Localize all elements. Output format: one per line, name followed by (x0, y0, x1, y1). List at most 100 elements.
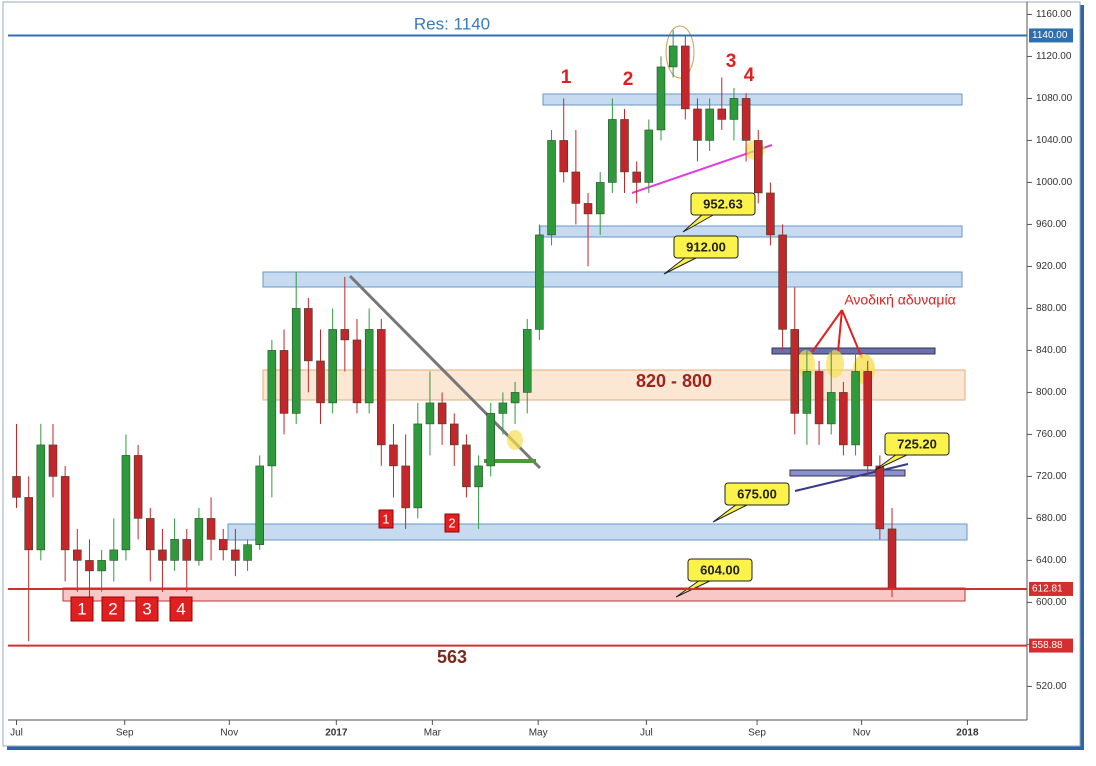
candle-body (474, 465, 483, 488)
annotation-text: 820 - 800 (636, 371, 712, 391)
annotation-text: Ανοδική αδυναμία (844, 292, 955, 308)
candle-body (352, 339, 362, 404)
candle-body (97, 560, 106, 572)
candle-body (741, 98, 751, 141)
candle-body (814, 371, 824, 425)
number-box (378, 509, 394, 529)
candle-body (109, 549, 119, 561)
callout-box (690, 192, 756, 216)
candle-body (121, 455, 131, 551)
y-tick-label: 920.00 (1036, 261, 1067, 272)
candle-body (413, 423, 423, 509)
candle-body (608, 119, 617, 183)
arrow (837, 309, 843, 353)
candle-body (60, 476, 70, 551)
candle-body (158, 549, 167, 561)
number-label: 2 (108, 599, 117, 618)
callout-pointer (712, 503, 750, 523)
candle-body (450, 423, 459, 446)
zone (771, 347, 936, 355)
y-tick-label: 960.00 (1036, 219, 1067, 230)
price-tag-label: 558.88 (1032, 640, 1063, 651)
zone (539, 225, 963, 238)
candle-body (194, 518, 204, 561)
candle-body (729, 98, 739, 120)
candle-body (754, 140, 763, 194)
annotation-text: 1 (561, 67, 572, 88)
candle-body (632, 171, 641, 183)
candle-body (766, 192, 775, 236)
x-tick-label: 2017 (325, 728, 348, 739)
candle-body (364, 329, 374, 404)
candle-body (243, 544, 252, 561)
callout-label: 952.63 (703, 196, 743, 211)
callout-box (724, 482, 790, 506)
candle-body (583, 203, 593, 215)
candle-body (486, 413, 495, 467)
x-tick-label: May (529, 728, 548, 739)
price-tag (1029, 581, 1073, 596)
x-tick-label: Nov (853, 728, 871, 739)
highlight (797, 350, 815, 378)
candle-body (340, 329, 350, 341)
y-tick-label: 680.00 (1036, 513, 1067, 524)
x-tick-label: Sep (116, 728, 134, 739)
candle-body (851, 371, 860, 446)
candle-body (826, 392, 836, 425)
candle-body (316, 360, 325, 404)
candle-body (887, 528, 897, 590)
annotation-text: 2 (623, 69, 634, 90)
zone (542, 93, 963, 106)
y-tick-label: 800.00 (1036, 387, 1067, 398)
x-tick-label: Jul (640, 728, 653, 739)
number-label: 2 (448, 515, 455, 530)
y-tick-label: 1040.00 (1036, 135, 1073, 146)
candle-body (73, 549, 82, 561)
callout-label: 725.20 (897, 436, 937, 451)
zone (789, 469, 906, 477)
y-tick-label: 840.00 (1036, 345, 1067, 356)
y-tick-label: 1160.00 (1036, 9, 1072, 20)
annotation-text: Res: 1140 (414, 14, 490, 33)
callout-label: 675.00 (737, 486, 777, 501)
y-tick-label: 520.00 (1036, 681, 1067, 692)
candle-body (218, 539, 228, 551)
candle-body (510, 392, 520, 404)
candle-body (620, 119, 629, 173)
number-label: 1 (77, 599, 86, 618)
candle-body (377, 329, 386, 446)
candle-body (255, 465, 264, 545)
candle-body (389, 444, 398, 467)
candle-body (498, 402, 508, 414)
number-label: 4 (176, 599, 185, 618)
candle-body (656, 66, 666, 131)
x-tick-label: Sep (748, 728, 766, 739)
callout-pointer (682, 213, 716, 233)
annotation-text: 3 (726, 51, 737, 72)
candle-body (535, 234, 544, 330)
candle-body (12, 476, 21, 498)
callout-pointer (874, 453, 910, 471)
price-tag (1029, 28, 1073, 43)
candle-body (36, 444, 46, 551)
annotations: Res: 1140 563 820 - 800 Ανοδική αδυναμία 1 2 3… (70, 14, 956, 667)
x-tick-label: Nov (220, 728, 238, 739)
candle-body (206, 518, 216, 540)
candle-body (547, 140, 556, 236)
candle-body (182, 539, 192, 561)
candle-body (778, 234, 787, 330)
zone (262, 271, 963, 288)
annotation-text: 4 (744, 65, 755, 86)
number-label: 1 (382, 511, 389, 526)
candle-body (401, 465, 410, 509)
candle-body (693, 108, 702, 141)
y-tick-label: 1000.00 (1036, 177, 1073, 188)
candle-body (328, 329, 337, 404)
zone (227, 523, 968, 541)
candle-body (668, 45, 678, 68)
price-tag (1029, 638, 1073, 653)
candle-body (802, 371, 812, 414)
candle-body (425, 402, 435, 425)
candle-body (839, 392, 848, 446)
